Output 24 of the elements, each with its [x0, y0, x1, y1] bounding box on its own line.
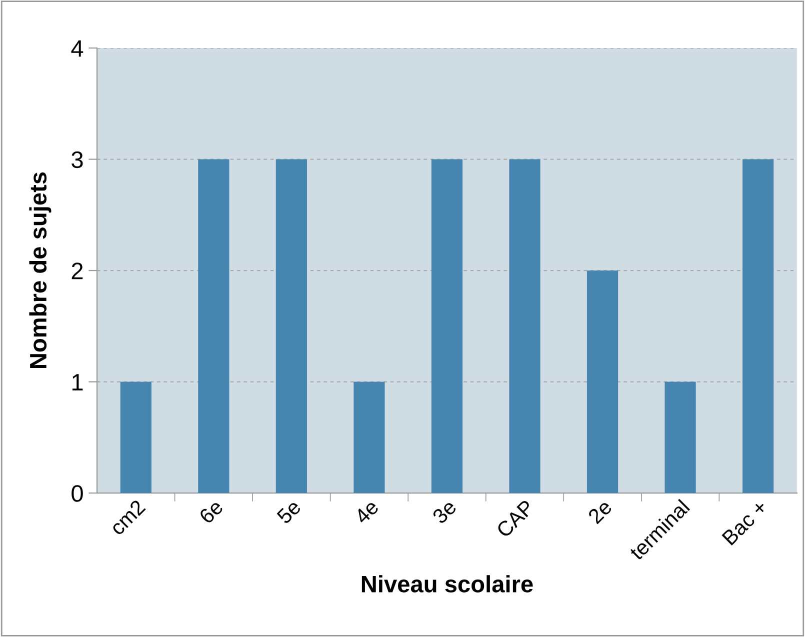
x-tick-label: Bac + — [722, 499, 768, 546]
bar — [742, 159, 774, 494]
y-tick-label: 1 — [72, 374, 83, 390]
bar — [276, 159, 307, 494]
x-tick-label: cm2 — [109, 499, 146, 536]
y-tick-label: 3 — [72, 151, 83, 168]
bar — [431, 159, 463, 494]
x-tick-label: 3e — [432, 498, 458, 525]
bar — [664, 382, 696, 494]
bar — [509, 159, 540, 494]
bar — [354, 382, 385, 494]
bar — [198, 159, 230, 494]
x-tick-label: CAP — [496, 499, 535, 538]
x-tick-label: 6e — [198, 498, 224, 524]
x-tick-label: 2e — [587, 498, 613, 524]
y-tick-label: 0 — [72, 485, 83, 502]
y-tick-label: 2 — [72, 262, 83, 280]
bar — [586, 270, 618, 494]
bar — [120, 382, 152, 494]
x-axis-title: Niveau scolaire — [362, 575, 533, 592]
x-tick-label: 4e — [354, 499, 380, 525]
y-axis-title: Nombre de sujets — [29, 172, 52, 368]
y-tick-label: 4 — [71, 40, 84, 57]
x-tick-label: 5e — [276, 499, 302, 525]
